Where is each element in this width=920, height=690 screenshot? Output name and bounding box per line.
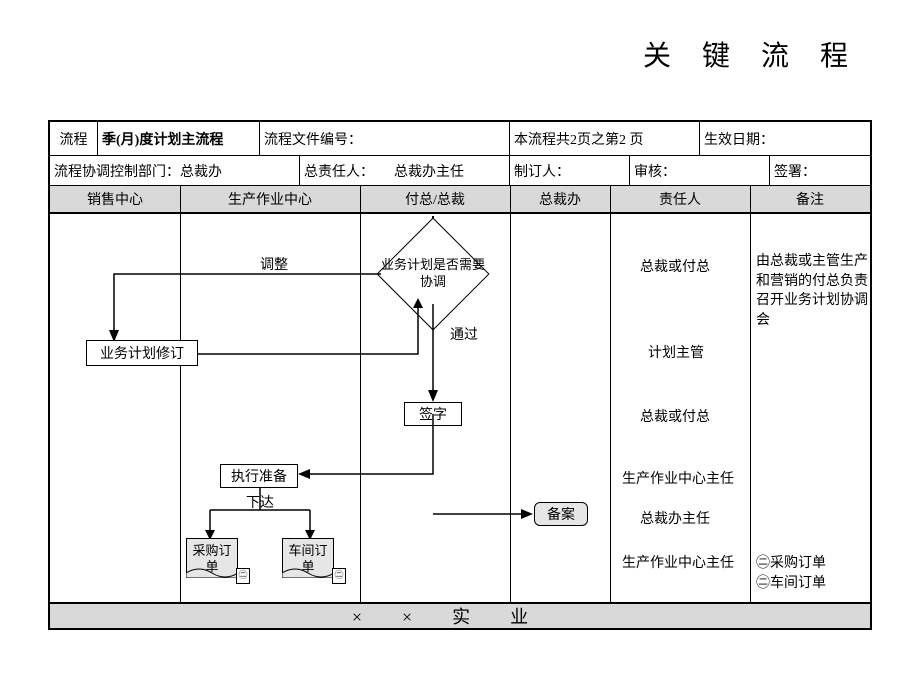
note-2b: ㊁车间订单 bbox=[756, 572, 826, 592]
lane-2: 付总/总裁 bbox=[360, 186, 510, 212]
file-box: 备案 bbox=[534, 502, 588, 526]
r1-c1-value: 季(月)度计划主流程 bbox=[98, 122, 260, 155]
pass-label: 通过 bbox=[450, 324, 478, 344]
revise-box: 业务计划修订 bbox=[86, 340, 198, 366]
arrow-to-sign-icon bbox=[425, 304, 445, 414]
resp-1: 总裁或付总 bbox=[640, 256, 710, 276]
clock-icon-1: ㊁ bbox=[236, 568, 250, 584]
r1-c2: 流程文件编号： bbox=[260, 122, 510, 155]
prepare-box: 执行准备 bbox=[220, 464, 298, 488]
lane-0: 销售中心 bbox=[50, 186, 180, 212]
footer-bar: ××实业 bbox=[50, 602, 870, 628]
r2-c4: 审核： bbox=[630, 156, 770, 185]
r1-c3: 本流程共2页之第2 页 bbox=[510, 122, 700, 155]
lane-3: 总裁办 bbox=[510, 186, 610, 212]
r2-c5: 签署： bbox=[770, 156, 870, 185]
lane-header-row: 销售中心 生产作业中心 付总/总裁 总裁办 责任人 备注 bbox=[50, 186, 870, 214]
lane-5: 备注 bbox=[750, 186, 870, 212]
resp-4: 生产作业中心主任 bbox=[622, 468, 734, 488]
r2-c1: 流程协调控制部门：总裁办 bbox=[50, 156, 300, 185]
header-row-2: 流程协调控制部门：总裁办 总责任人： 总裁办主任 制订人： 审核： 签署： bbox=[50, 156, 870, 186]
resp-2: 计划主管 bbox=[648, 342, 704, 362]
r2-c2-value: 总裁办主任 bbox=[390, 156, 510, 185]
header-row-1: 流程 季(月)度计划主流程 流程文件编号： 本流程共2页之第2 页 生效日期： bbox=[50, 122, 870, 156]
r2-c3: 制订人： bbox=[510, 156, 630, 185]
wave-icon-2 bbox=[282, 568, 334, 578]
r2-c2-label: 总责任人： bbox=[300, 156, 390, 185]
page: 关 键 流 程 流程 季(月)度计划主流程 流程文件编号： 本流程共2页之第2 … bbox=[0, 0, 920, 690]
r1-c1-label: 流程 bbox=[50, 122, 98, 155]
r1-c4: 生效日期： bbox=[700, 122, 870, 155]
arrow-revise-back-icon bbox=[198, 274, 448, 364]
note-1: 由总裁或主管生产和营销的付总负责召开业务计划协调会 bbox=[756, 252, 868, 330]
doc-purchase: 采购订单 bbox=[186, 538, 238, 578]
wave-icon bbox=[186, 568, 238, 578]
note-2a: ㊁采购订单 bbox=[756, 552, 826, 572]
resp-5: 总裁办主任 bbox=[640, 508, 710, 528]
resp-3: 总裁或付总 bbox=[640, 406, 710, 426]
lane-1: 生产作业中心 bbox=[180, 186, 360, 212]
page-title: 关 键 流 程 bbox=[643, 34, 860, 74]
resp-6: 生产作业中心主任 bbox=[622, 552, 734, 572]
lane-4: 责任人 bbox=[610, 186, 750, 212]
flow-body: 业务计划是否需要协调 调整 通过 业务计划修订 bbox=[50, 216, 870, 602]
doc-workshop: 车间订单 bbox=[282, 538, 334, 578]
diagram-frame: 流程 季(月)度计划主流程 流程文件编号： 本流程共2页之第2 页 生效日期： … bbox=[48, 120, 872, 630]
clock-icon-2: ㊁ bbox=[332, 568, 346, 584]
